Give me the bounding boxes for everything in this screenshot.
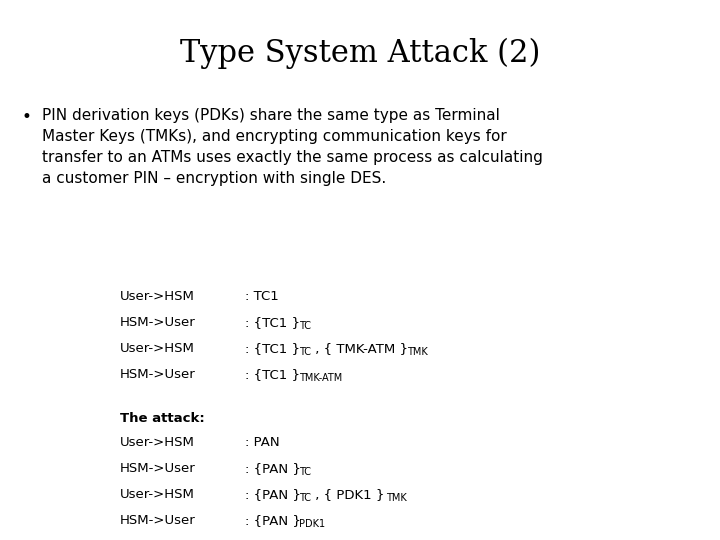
Text: , { TMK-ATM }: , { TMK-ATM } [311, 342, 408, 355]
Text: HSM->User: HSM->User [120, 462, 196, 475]
Text: : PAN: : PAN [245, 436, 279, 449]
Text: User->HSM: User->HSM [120, 436, 195, 449]
Text: HSM->User: HSM->User [120, 368, 196, 381]
Text: Master Keys (TMKs), and encrypting communication keys for: Master Keys (TMKs), and encrypting commu… [42, 129, 507, 144]
Text: HSM->User: HSM->User [120, 316, 196, 329]
Text: : {TC1 }: : {TC1 } [245, 316, 300, 329]
Text: : {PAN }: : {PAN } [245, 462, 301, 475]
Text: : {TC1 }: : {TC1 } [245, 342, 300, 355]
Text: TC: TC [300, 321, 311, 331]
Text: PIN derivation keys (PDKs) share the same type as Terminal: PIN derivation keys (PDKs) share the sam… [42, 108, 500, 123]
Text: TMK: TMK [407, 347, 428, 357]
Text: TC: TC [300, 493, 311, 503]
Text: : {PAN }: : {PAN } [245, 514, 301, 527]
Text: : {TC1 }: : {TC1 } [245, 368, 300, 381]
Text: Type System Attack (2): Type System Attack (2) [180, 38, 540, 69]
Text: TC: TC [300, 467, 311, 477]
Text: TMK: TMK [386, 493, 407, 503]
Text: TC: TC [300, 347, 311, 357]
Text: The attack:: The attack: [120, 412, 204, 425]
Text: transfer to an ATMs uses exactly the same process as calculating: transfer to an ATMs uses exactly the sam… [42, 150, 543, 165]
Text: User->HSM: User->HSM [120, 342, 195, 355]
Text: TMK-ATM: TMK-ATM [300, 373, 343, 383]
Text: User->HSM: User->HSM [120, 488, 195, 501]
Text: , { PDK1 }: , { PDK1 } [311, 488, 384, 501]
Text: a customer PIN – encryption with single DES.: a customer PIN – encryption with single … [42, 171, 386, 186]
Text: •: • [22, 108, 32, 126]
Text: PDK1: PDK1 [300, 519, 325, 529]
Text: HSM->User: HSM->User [120, 514, 196, 527]
Text: : TC1: : TC1 [245, 290, 279, 303]
Text: : {PAN }: : {PAN } [245, 488, 301, 501]
Text: User->HSM: User->HSM [120, 290, 195, 303]
